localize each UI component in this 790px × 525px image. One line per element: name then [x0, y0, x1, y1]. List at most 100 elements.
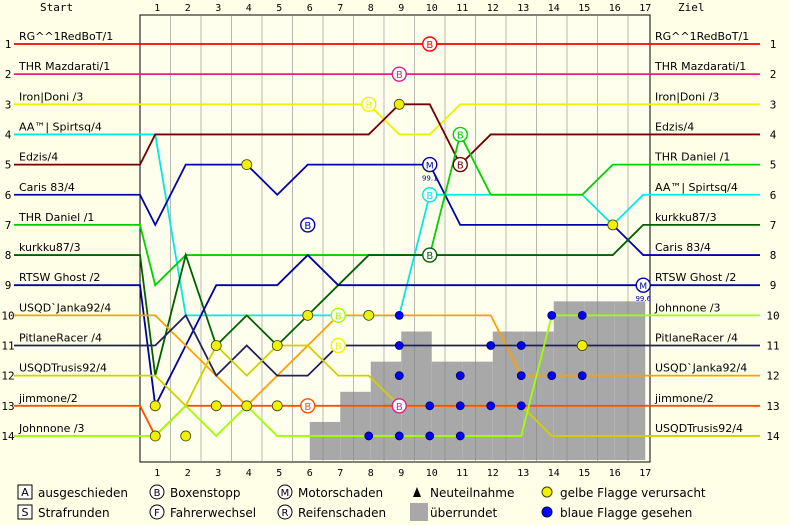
start-driver-name: AA™| Spirtsq/4: [19, 120, 102, 133]
start-driver-name: Iron|Doni /3: [19, 90, 83, 103]
blue-flag-dot: [455, 401, 465, 411]
legend-symbol-letter: A: [21, 486, 29, 499]
start-driver-name: Edzis/4: [19, 151, 58, 164]
start-driver-name: Johnnone /3: [18, 422, 85, 435]
legend-symbol-circle: [277, 504, 293, 520]
driver-line: [14, 103, 760, 136]
position-number-left: 2: [5, 68, 12, 81]
pit-stop-letter: B: [426, 191, 433, 202]
lap-label-bottom: 5: [276, 468, 282, 479]
position-number-left: 10: [1, 309, 14, 322]
finish-driver-name: Iron|Doni /3: [655, 90, 719, 103]
lap-label-top: 12: [487, 3, 499, 14]
lap-label-top: 1: [154, 3, 160, 14]
start-driver-name: THR Mazdarati/1: [18, 60, 110, 73]
pit-stop-marker: [330, 337, 346, 354]
blue-flag-dot: [364, 431, 374, 441]
position-number-left: 7: [5, 219, 12, 232]
lap-label-bottom: 12: [487, 468, 499, 479]
finish-driver-name: Johnnone /3: [654, 301, 721, 314]
lap-label-bottom: 17: [639, 468, 651, 479]
start-driver-name: USQD`Janka92/4: [19, 301, 111, 314]
start-driver-name: RG^^1RedBoT/1: [19, 30, 113, 43]
finish-driver-name: jimmone/2: [654, 392, 714, 405]
legend-symbol-letter: F: [154, 508, 160, 519]
position-number-left: 8: [5, 249, 12, 262]
lap-label-top: 2: [185, 3, 191, 14]
pit-stop-marker: [391, 398, 407, 414]
legend-label: Boxenstopp: [170, 486, 240, 500]
position-number-left: 3: [5, 98, 12, 111]
engine-failure-marker: [422, 156, 438, 173]
legend-symbol-letter: M: [281, 488, 290, 499]
legend-symbol-circle: [277, 484, 293, 500]
yellow-flag-dot: [271, 400, 283, 412]
lap-label-bottom: 11: [456, 468, 468, 479]
yellow-flag-dot: [393, 98, 405, 110]
position-number-right: 9: [770, 279, 777, 292]
legend-label: blaue Flagge gesehen: [560, 506, 692, 520]
lap-label-top: 17: [639, 3, 651, 14]
finish-driver-name: RTSW Ghost /2: [655, 271, 736, 284]
lap-label-top: 4: [246, 3, 252, 14]
finish-driver-name: RG^^1RedBoT/1: [655, 30, 749, 43]
finish-driver-name: THR Daniel /1: [654, 151, 730, 164]
start-driver-name: kurkku87/3: [19, 241, 81, 254]
legend-symbol-letter: S: [22, 506, 29, 519]
legend-label: ausgeschieden: [38, 486, 128, 500]
position-number-left: 14: [1, 430, 15, 443]
blue-flag-dot: [486, 401, 496, 411]
legend-symbol-letter: B: [154, 488, 161, 499]
pit-stop-letter: B: [426, 40, 433, 51]
lap-label-bottom: 9: [398, 468, 404, 479]
position-number-right: 1: [770, 38, 777, 51]
blue-flag-dot: [547, 371, 557, 381]
start-header: Start: [40, 1, 73, 14]
lap-label-bottom: 2: [185, 468, 191, 479]
finish-driver-name: Caris 83/4: [655, 241, 711, 254]
lap-label-bottom: 13: [517, 468, 529, 479]
legend-triangle-icon: [413, 487, 421, 497]
blue-flag-dot: [577, 371, 587, 381]
legend-symbol-letter: R: [282, 508, 289, 519]
position-number-left: 6: [5, 189, 12, 202]
lap-label-top: 14: [548, 3, 560, 14]
yellow-flag-dot: [241, 400, 253, 412]
start-driver-name: Caris 83/4: [19, 181, 75, 194]
yellow-flag-dot: [180, 430, 192, 442]
legend-label: Fahrerwechsel: [170, 506, 256, 520]
engine-failure-letter: M: [426, 162, 434, 172]
finish-driver-name: PitlaneRacer /4: [655, 332, 738, 345]
blue-flag-dot: [425, 431, 435, 441]
lap-label-bottom: 15: [578, 468, 590, 479]
legend-blue-dot: [541, 506, 553, 518]
pit-stop-letter: B: [396, 70, 403, 81]
legend-symbol-circle: [149, 484, 165, 500]
blue-flag-dot: [394, 431, 404, 441]
legend-label: Strafrunden: [38, 506, 110, 520]
yellow-flag-dot: [149, 400, 161, 412]
lap-label-bottom: 4: [246, 468, 252, 479]
legend-item: Neuteilnahme: [413, 486, 514, 500]
legend-label: überrundet: [430, 506, 497, 520]
lap-label-top: 3: [215, 3, 221, 14]
lap-label-bottom: 3: [215, 468, 221, 479]
finish-driver-name: Edzis/4: [655, 120, 694, 133]
lap-label-bottom: 1: [154, 468, 160, 479]
blue-flag-dot: [486, 341, 496, 350]
lap-label-bottom: 8: [368, 468, 374, 479]
legend-item: blaue Flagge gesehen: [541, 506, 692, 520]
yellow-flag-dot: [241, 159, 253, 171]
legend-item: S Strafrunden: [17, 504, 110, 520]
lap-label-top: 8: [368, 3, 374, 14]
start-driver-name: RTSW Ghost /2: [19, 271, 100, 284]
legend-item: gelbe Flagge verursacht: [541, 486, 706, 500]
pit-stop-marker: [452, 156, 468, 173]
lapped-bar: [584, 301, 615, 460]
position-number-right: 14: [766, 430, 780, 443]
start-driver-name: jimmone/2: [18, 392, 78, 405]
lapped-bar: [309, 421, 341, 460]
lapped-bar: [340, 391, 371, 460]
legend-label: Reifenschaden: [298, 506, 386, 520]
